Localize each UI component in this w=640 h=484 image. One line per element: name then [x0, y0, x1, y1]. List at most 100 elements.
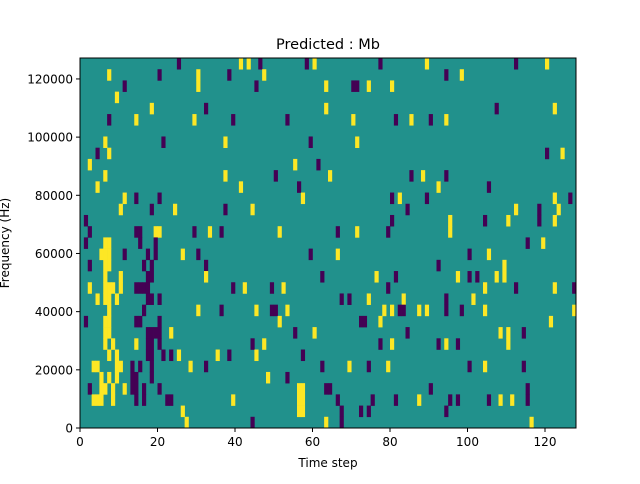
heatmap-high-cell: [103, 136, 108, 148]
y-tick-label: 80000: [35, 189, 73, 203]
heatmap-high-cell: [552, 214, 557, 227]
heatmap-low-cell: [169, 349, 174, 362]
heatmap-low-cell: [138, 282, 143, 294]
heatmap-low-cell: [145, 349, 151, 362]
y-tick-label: 100000: [27, 131, 73, 145]
heatmap-low-cell: [428, 383, 433, 395]
heatmap-background: [80, 58, 576, 428]
heatmap-low-cell: [87, 383, 92, 395]
heatmap-high-cell: [424, 58, 430, 70]
heatmap-high-cell: [545, 58, 550, 70]
heatmap-low-cell: [525, 394, 530, 406]
heatmap-low-cell: [130, 360, 135, 373]
heatmap-high-cell: [498, 394, 503, 406]
heatmap-low-cell: [254, 80, 259, 92]
heatmap-low-cell: [455, 338, 461, 350]
heatmap-high-cell: [494, 271, 499, 283]
heatmap-low-cell: [161, 136, 166, 148]
heatmap-high-cell: [103, 237, 108, 249]
heatmap-low-cell: [324, 383, 329, 395]
heatmap-low-cell: [134, 315, 139, 328]
heatmap-low-cell: [87, 226, 92, 238]
heatmap-low-cell: [219, 226, 224, 238]
heatmap-low-cell: [300, 349, 306, 362]
y-tick-label: 20000: [35, 363, 73, 377]
heatmap-high-cell: [506, 327, 511, 339]
heatmap-high-cell: [266, 371, 271, 384]
heatmap-high-cell: [552, 192, 557, 205]
heatmap-high-cell: [277, 315, 282, 328]
heatmap-high-cell: [324, 102, 329, 115]
heatmap-low-cell: [405, 327, 410, 339]
heatmap-high-cell: [107, 349, 112, 362]
heatmap-high-cell: [223, 170, 228, 182]
heatmap-low-cell: [204, 360, 209, 373]
heatmap-low-cell: [293, 327, 298, 339]
heatmap-high-cell: [483, 282, 488, 294]
heatmap-low-cell: [397, 304, 402, 317]
heatmap-high-cell: [107, 282, 112, 294]
x-axis: 0 20 40 60 80 100 120: [76, 428, 556, 449]
heatmap-low-cell: [320, 360, 325, 373]
heatmap-low-cell: [149, 259, 154, 272]
heatmap-high-cell: [382, 304, 387, 317]
heatmap-high-cell: [552, 102, 557, 115]
heatmap-low-cell: [142, 394, 147, 406]
heatmap-low-cell: [134, 394, 139, 406]
heatmap-high-cell: [293, 158, 298, 171]
heatmap-high-cell: [300, 383, 306, 395]
heatmap-low-cell: [149, 327, 154, 339]
heatmap-low-cell: [494, 102, 499, 115]
heatmap-low-cell: [157, 338, 162, 350]
heatmap-low-cell: [359, 405, 364, 418]
heatmap-low-cell: [149, 371, 154, 384]
heatmap-high-cell: [169, 327, 174, 339]
heatmap-high-cell: [262, 69, 267, 81]
heatmap-low-cell: [122, 248, 127, 261]
heatmap-low-cell: [142, 282, 147, 294]
heatmap-high-cell: [118, 271, 123, 283]
heatmap-high-cell: [95, 394, 100, 406]
heatmap-high-cell: [122, 192, 127, 205]
heatmap-high-cell: [548, 315, 554, 328]
y-tick-label: 120000: [27, 72, 73, 86]
heatmap-high-cell: [134, 114, 139, 126]
y-tick-label: 60000: [35, 247, 73, 261]
heatmap-low-cell: [149, 360, 154, 373]
heatmap-low-cell: [436, 259, 441, 272]
heatmap-high-cell: [502, 271, 507, 283]
heatmap-low-cell: [521, 327, 526, 339]
heatmap-low-cell: [149, 338, 154, 350]
heatmap-high-cell: [173, 203, 178, 216]
heatmap-low-cell: [269, 282, 275, 294]
heatmap-low-cell: [378, 58, 383, 70]
heatmap-high-cell: [118, 203, 123, 216]
heatmap-low-cell: [444, 293, 449, 305]
heatmap-low-cell: [393, 394, 399, 406]
heatmap-low-cell: [145, 327, 151, 339]
heatmap-low-cell: [157, 315, 162, 328]
heatmap-low-cell: [145, 282, 151, 294]
heatmap-high-cell: [99, 248, 104, 261]
heatmap-high-cell: [122, 383, 127, 395]
heatmap-low-cell: [107, 114, 112, 126]
heatmap-high-cell: [103, 282, 108, 294]
heatmap-low-cell: [444, 304, 449, 317]
heatmap-high-cell: [196, 69, 201, 81]
heatmap-low-cell: [409, 170, 414, 182]
heatmap-low-cell: [231, 114, 236, 126]
heatmap-high-cell: [180, 248, 185, 261]
heatmap-high-cell: [107, 248, 112, 261]
heatmap-high-cell: [285, 304, 290, 317]
heatmap-low-cell: [250, 416, 255, 429]
heatmap-high-cell: [312, 327, 317, 339]
heatmap-high-cell: [91, 394, 96, 406]
heatmap-low-cell: [130, 371, 135, 384]
heatmap-low-cell: [521, 360, 526, 373]
heatmap-high-cell: [486, 248, 492, 261]
heatmap-high-cell: [107, 315, 112, 328]
heatmap-high-cell: [134, 338, 139, 350]
heatmap-high-cell: [529, 416, 534, 429]
heatmap-high-cell: [366, 80, 371, 92]
